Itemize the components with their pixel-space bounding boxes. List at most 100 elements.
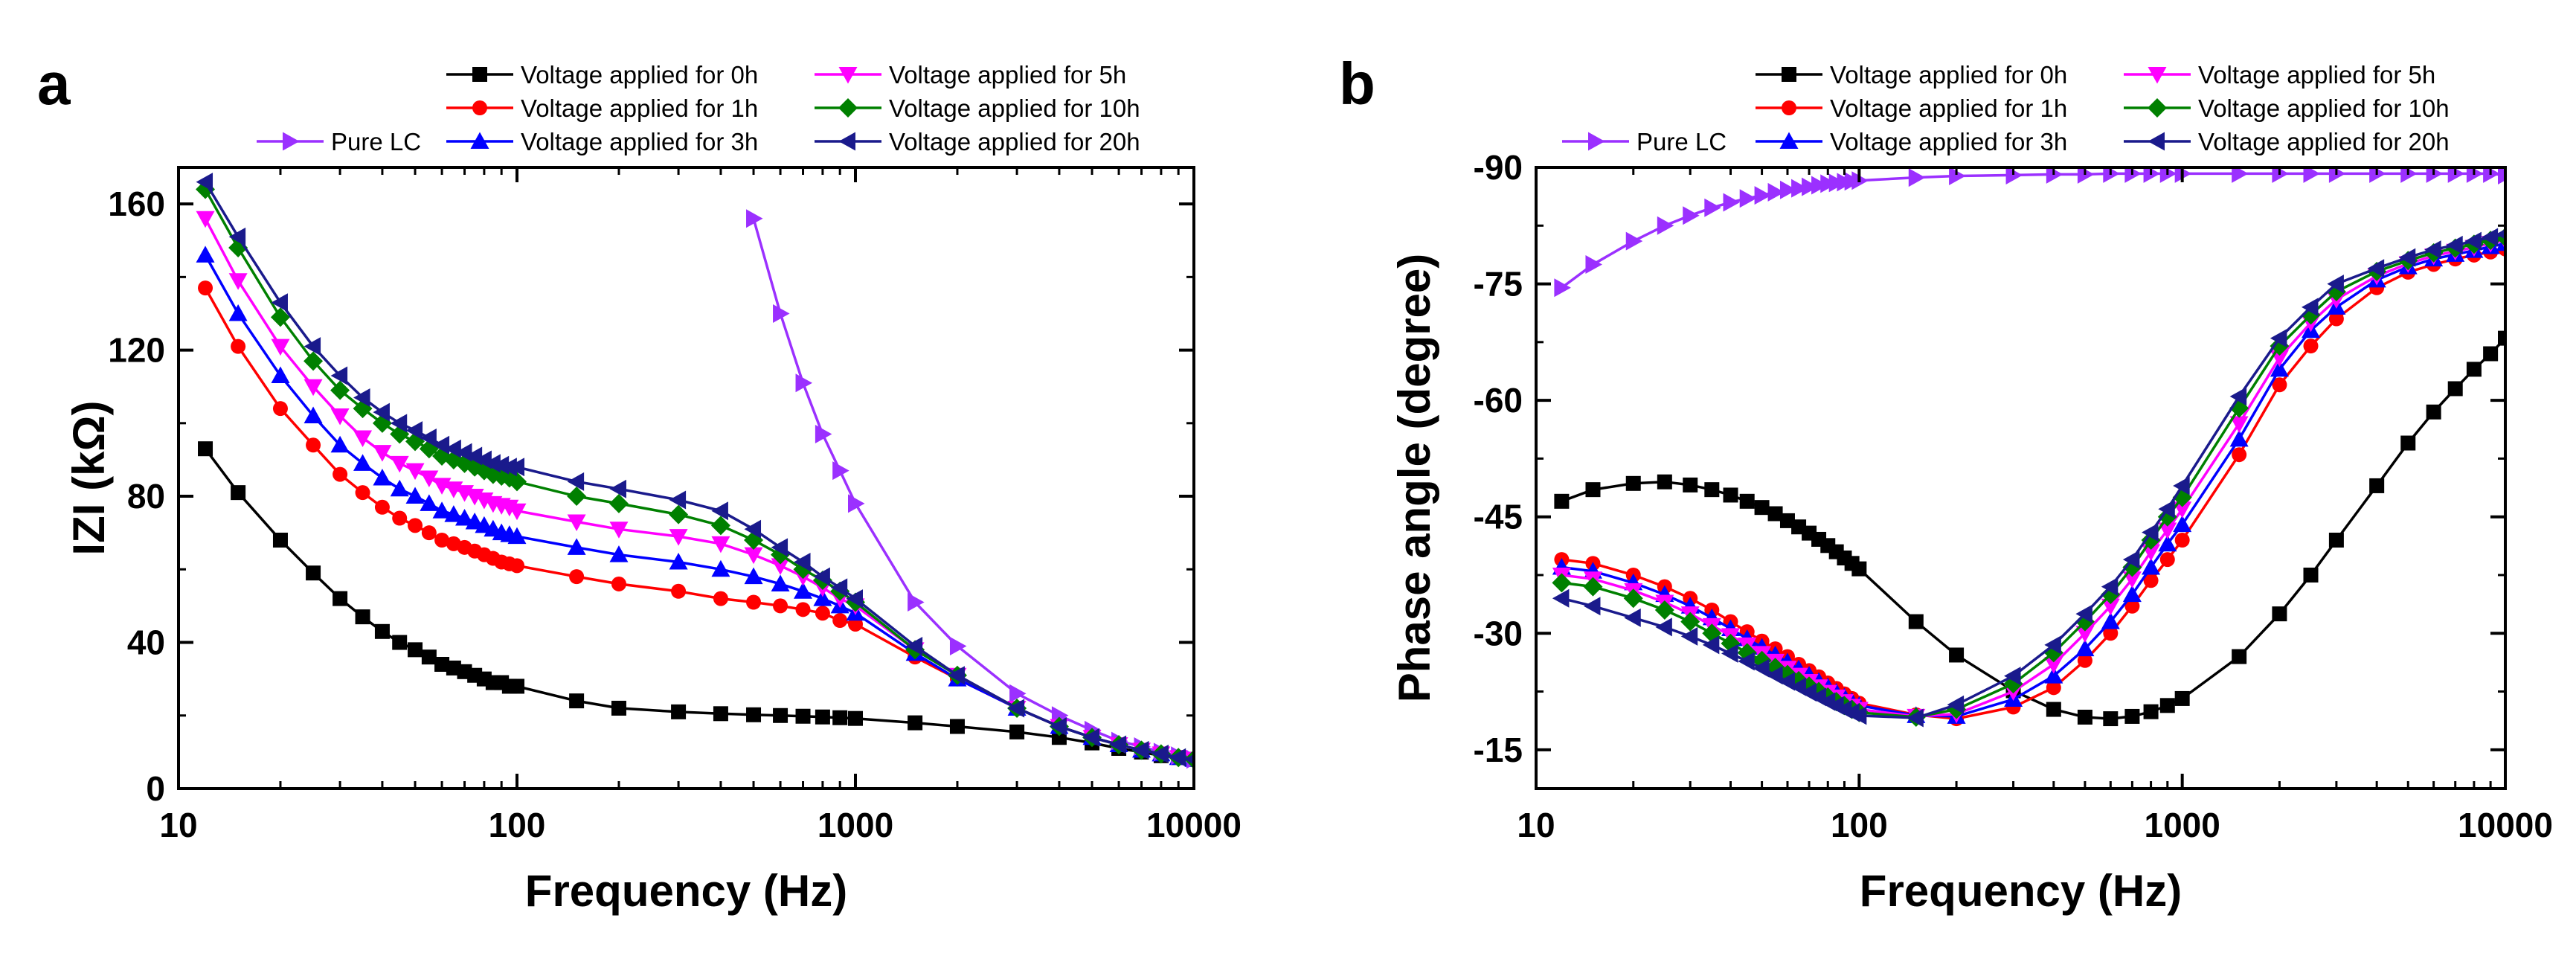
- data-point: [2173, 515, 2192, 533]
- legend-marker: [838, 98, 858, 118]
- data-point: [949, 719, 965, 734]
- data-point: [2426, 404, 2441, 420]
- y-tick-label: 120: [108, 331, 165, 370]
- data-point: [2004, 667, 2021, 686]
- legend-item: Pure LC: [257, 128, 421, 155]
- legend-label: Pure LC: [331, 128, 421, 155]
- data-point: [390, 455, 409, 473]
- data-point: [846, 589, 863, 609]
- legend-label: Voltage applied for 3h: [521, 128, 758, 155]
- legend: Voltage applied for 0h Voltage applied fo…: [257, 61, 1140, 155]
- legend-label: Voltage applied for 5h: [2198, 61, 2435, 89]
- data-point: [303, 406, 323, 423]
- data-point: [1767, 506, 1783, 522]
- plot-frame: [1535, 166, 2507, 790]
- data-point: [1949, 167, 1966, 185]
- data-point: [306, 437, 321, 453]
- data-point: [392, 510, 408, 526]
- data-point: [420, 470, 439, 487]
- data-point: [815, 606, 830, 621]
- data-point: [1738, 652, 1755, 671]
- data-point: [1680, 626, 1698, 646]
- series-line: [204, 217, 1194, 761]
- data-point: [228, 304, 248, 321]
- legend-label: Voltage applied for 1h: [1830, 94, 2067, 122]
- data-point: [711, 501, 728, 521]
- data-point: [408, 642, 423, 658]
- data-point: [1554, 493, 1570, 509]
- data-point: [2077, 709, 2092, 725]
- series-line: [1561, 239, 2505, 718]
- data-point: [567, 514, 586, 531]
- y-tick-label: 80: [127, 477, 165, 516]
- data-point: [444, 439, 461, 458]
- data-point: [2466, 362, 2482, 377]
- data-point: [713, 591, 728, 606]
- series-5: [1552, 227, 2505, 727]
- data-point: [1583, 597, 1601, 616]
- legend-marker: [838, 67, 858, 84]
- legend-item: Voltage applied for 0h: [1756, 61, 2067, 89]
- series-line: [204, 188, 1194, 761]
- data-point: [390, 479, 409, 497]
- series-line: [204, 287, 1194, 761]
- data-point: [1654, 600, 1674, 620]
- data-point: [330, 408, 350, 426]
- legend-item: Voltage applied for 20h: [2124, 128, 2450, 155]
- series-3: [1554, 167, 2505, 298]
- panel-letter: b: [1339, 51, 1375, 117]
- data-point: [1849, 706, 1867, 725]
- data-point: [2101, 612, 2120, 629]
- data-point: [1704, 482, 1720, 498]
- data-point: [908, 593, 925, 612]
- y-tick-label: -75: [1474, 265, 1523, 304]
- legend-marker: [472, 67, 487, 82]
- data-point: [609, 545, 629, 562]
- data-point: [1811, 176, 1828, 195]
- data-point: [2124, 598, 2140, 614]
- data-point: [1779, 180, 1797, 199]
- data-point: [2498, 167, 2505, 184]
- data-point: [2481, 228, 2499, 247]
- data-point: [2447, 381, 2463, 397]
- data-point: [2232, 649, 2247, 664]
- x-tick-label: 10000: [1146, 806, 1242, 844]
- data-point: [330, 380, 350, 400]
- data-point: [795, 373, 813, 393]
- data-point: [373, 469, 392, 486]
- data-point: [746, 707, 762, 722]
- data-point: [2327, 275, 2344, 294]
- y-tick-label: -60: [1474, 381, 1523, 420]
- data-point: [421, 649, 437, 665]
- data-point: [1680, 612, 1700, 632]
- data-point: [848, 494, 865, 513]
- legend-label: Voltage applied for 20h: [2198, 128, 2450, 155]
- data-point: [373, 445, 392, 462]
- data-point: [2229, 387, 2247, 406]
- data-point: [510, 678, 524, 694]
- data-point: [507, 458, 524, 477]
- panel-letter: a: [37, 51, 71, 117]
- y-tick-label: 40: [127, 623, 165, 662]
- data-point: [2232, 447, 2247, 463]
- series-line: [204, 254, 1194, 761]
- data-point: [2044, 657, 2063, 674]
- data-point: [2158, 534, 2177, 552]
- data-point: [1739, 189, 1757, 208]
- data-point: [2142, 558, 2161, 575]
- legend-item: Voltage applied for 5h: [815, 61, 1126, 89]
- data-point: [2077, 652, 2092, 668]
- data-point: [2075, 626, 2095, 643]
- data-point: [1753, 658, 1770, 678]
- data-point: [2143, 704, 2159, 719]
- series-line: [1561, 242, 2505, 718]
- x-axis-title: Frequency (Hz): [1860, 866, 2182, 916]
- data-point: [2122, 571, 2142, 588]
- data-point: [434, 533, 450, 548]
- legend-label: Voltage applied for 0h: [1830, 61, 2067, 89]
- legend-marker: [472, 100, 487, 115]
- legend-label: Voltage applied for 20h: [889, 128, 1140, 155]
- series-1: [198, 280, 1194, 767]
- data-point: [795, 602, 811, 617]
